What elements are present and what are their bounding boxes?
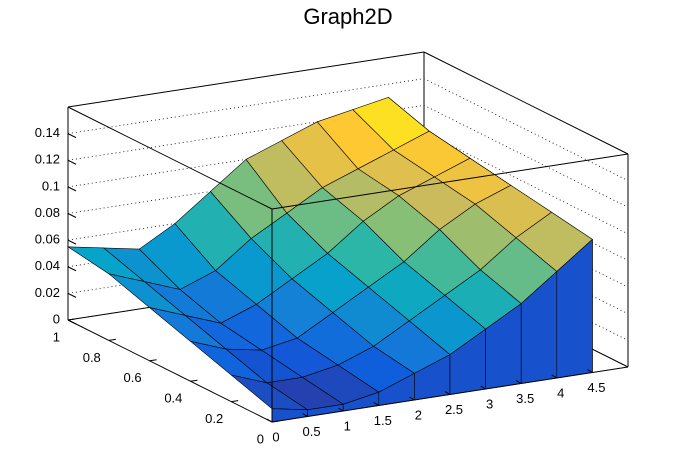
x-tick [409, 396, 415, 401]
y-tick-label: 0 [257, 431, 264, 446]
x-tick [480, 385, 486, 390]
z-tick-label: 0 [53, 311, 60, 326]
x-tick-label: 1 [344, 418, 351, 433]
z-tick-label: 0.06 [35, 232, 60, 247]
z-tick [67, 292, 77, 298]
x-tick-label: 2 [415, 407, 422, 422]
x-tick [444, 391, 451, 395]
x-tick [266, 418, 273, 423]
z-tick-label: 0.02 [35, 285, 60, 300]
box-edge [67, 51, 425, 108]
x-tick-label: 4 [557, 385, 564, 400]
y-tick-label: 0.8 [83, 350, 101, 365]
x-tick-label: 0.5 [303, 424, 321, 439]
y-tick-label: 0.6 [124, 370, 142, 385]
x-tick-label: 1.5 [374, 413, 392, 428]
y-tick [67, 318, 76, 321]
x-tick-label: 4.5 [587, 380, 605, 395]
x-tick-label: 2.5 [445, 402, 463, 417]
y-tick [271, 420, 280, 423]
x-tick-label: 3.5 [516, 391, 534, 406]
y-tick [190, 379, 198, 382]
z-tick [67, 239, 77, 245]
x-tick [551, 374, 558, 379]
x-tick [373, 402, 380, 406]
z-tick-label: 0.14 [35, 125, 60, 140]
x-tick [337, 407, 344, 412]
y-tick [108, 338, 116, 341]
y-tick-label: 1 [53, 329, 60, 344]
box-edge [67, 106, 273, 210]
z-tick [67, 133, 77, 139]
z-tick-label: 0.08 [35, 205, 60, 220]
surface-skirt [271, 408, 308, 423]
x-tick [587, 369, 593, 373]
y-tick [231, 400, 239, 403]
z-tick [67, 213, 77, 218]
x-tick-label: 3 [486, 396, 493, 411]
z-tick-label: 0.1 [42, 178, 60, 193]
z-tick-label: 0.12 [35, 152, 60, 167]
x-tick [515, 380, 522, 384]
y-tick-label: 0.4 [164, 391, 182, 406]
x-tick [302, 413, 308, 417]
box-edge [423, 51, 629, 155]
z-tick [67, 266, 77, 272]
y-tick-label: 0.2 [205, 411, 223, 426]
box-edge [67, 319, 273, 423]
grid-line [67, 78, 629, 181]
grid-line [67, 104, 629, 208]
box-edge [271, 153, 629, 210]
z-tick [67, 159, 77, 165]
z-tick [67, 186, 77, 192]
y-tick [149, 359, 157, 362]
x-tick-label: 0 [272, 429, 279, 444]
z-tick-label: 0.04 [35, 258, 60, 273]
chart-title: Graph2D [303, 4, 392, 29]
